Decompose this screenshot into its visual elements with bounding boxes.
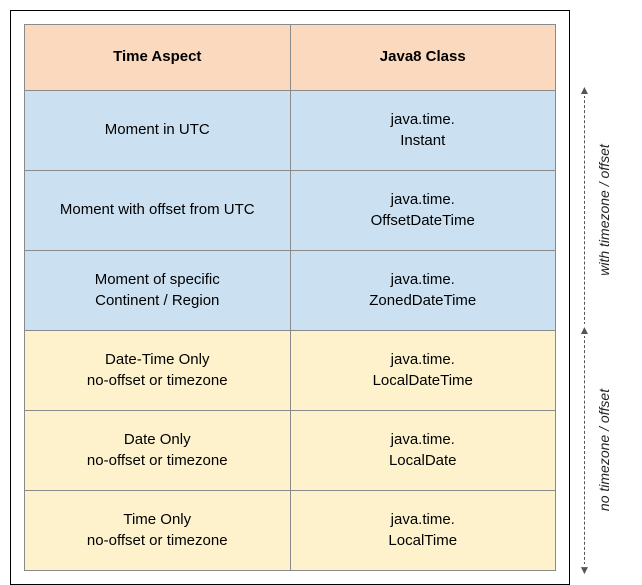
bracket-line xyxy=(584,90,585,330)
cell-class: java.time.LocalTime xyxy=(290,491,556,571)
table-row: Date-Time Onlyno-offset or timezone java… xyxy=(25,331,556,411)
table-container: Time Aspect Java8 Class Moment in UTC ja… xyxy=(10,10,570,585)
bracket-label-without: no timezone / offset xyxy=(592,330,616,570)
arrow-down-icon: ▼ xyxy=(578,564,591,576)
bracket-label-text: with timezone / offset xyxy=(596,144,612,276)
cell-aspect: Date Onlyno-offset or timezone xyxy=(25,411,291,491)
bracket-line xyxy=(584,330,585,570)
cell-class: java.time.OffsetDateTime xyxy=(290,171,556,251)
col-header-aspect: Time Aspect xyxy=(25,25,291,91)
arrow-up-icon: ▲ xyxy=(578,84,591,96)
table-row: Moment of specificContinent / Region jav… xyxy=(25,251,556,331)
cell-aspect: Moment in UTC xyxy=(25,91,291,171)
arrow-up-icon: ▲ xyxy=(578,324,591,336)
table-row: Moment with offset from UTC java.time.Of… xyxy=(25,171,556,251)
header-row: Time Aspect Java8 Class xyxy=(25,25,556,91)
cell-aspect: Time Onlyno-offset or timezone xyxy=(25,491,291,571)
cell-aspect: Moment with offset from UTC xyxy=(25,171,291,251)
bracket-label-with: with timezone / offset xyxy=(592,90,616,330)
cell-class: java.time.Instant xyxy=(290,91,556,171)
cell-class: java.time.LocalDate xyxy=(290,411,556,491)
cell-aspect: Date-Time Onlyno-offset or timezone xyxy=(25,331,291,411)
table-row: Moment in UTC java.time.Instant xyxy=(25,91,556,171)
table-row: Time Onlyno-offset or timezone java.time… xyxy=(25,491,556,571)
col-header-class: Java8 Class xyxy=(290,25,556,91)
java-time-table: Time Aspect Java8 Class Moment in UTC ja… xyxy=(24,24,556,571)
table-body: Moment in UTC java.time.Instant Moment w… xyxy=(25,91,556,571)
cell-class: java.time.ZonedDateTime xyxy=(290,251,556,331)
bracket-label-text: no timezone / offset xyxy=(596,389,612,511)
table-row: Date Onlyno-offset or timezone java.time… xyxy=(25,411,556,491)
cell-aspect: Moment of specificContinent / Region xyxy=(25,251,291,331)
cell-class: java.time.LocalDateTime xyxy=(290,331,556,411)
